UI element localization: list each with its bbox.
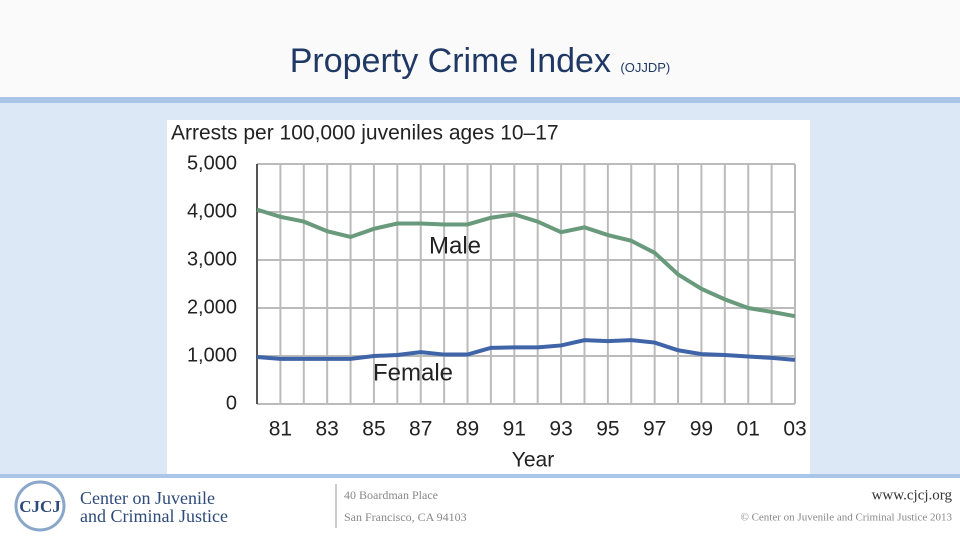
logo-ring [14, 480, 66, 532]
header: Property Crime Index (OJJDP) [0, 0, 960, 97]
series-label: Female [373, 359, 453, 386]
line [256, 338, 796, 362]
y-tick-label: 1,000 [187, 344, 237, 366]
x-tick-label: 93 [549, 418, 572, 441]
x-tick-label: 83 [315, 418, 338, 441]
website: www.cjcj.org [872, 487, 953, 503]
y-tick-label: 5,000 [187, 152, 237, 174]
org-name: Center on Juvenile [80, 488, 215, 508]
divider [0, 474, 960, 478]
series-label: Male [429, 232, 481, 259]
x-tick-label: 03 [783, 418, 806, 441]
x-tick-label: 91 [503, 418, 526, 441]
x-axis-label: Year [512, 449, 554, 472]
slide-title: Property Crime Index (OJJDP) [0, 42, 960, 81]
x-tick-label: 97 [643, 418, 666, 441]
y-tick-label: 3,000 [187, 248, 237, 270]
footer: CJCJ Center on Juvenile and Criminal Jus… [0, 478, 960, 540]
x-tick-label: 87 [409, 418, 432, 441]
y-tick-label: 2,000 [187, 296, 237, 318]
y-tick-label: 0 [226, 392, 237, 414]
copyright: © Center on Juvenile and Criminal Justic… [740, 512, 952, 524]
chart: Arrests per 100,000 juveniles ages 10–17… [167, 120, 810, 474]
x-tick-label: 99 [690, 418, 713, 441]
title-subtitle: (OJJDP) [620, 60, 671, 75]
address: San Francisco, CA 94103 [344, 510, 467, 524]
x-tick-label: 01 [737, 418, 760, 441]
x-tick-label: 81 [269, 418, 292, 441]
x-tick-label: 89 [456, 418, 479, 441]
x-tick-label: 95 [596, 418, 619, 441]
address: 40 Boardman Place [344, 488, 438, 502]
line [256, 207, 796, 319]
divider [0, 97, 960, 103]
logo-text: CJCJ [19, 497, 61, 516]
footer-graphic: CJCJ Center on Juvenile and Criminal Jus… [14, 480, 953, 532]
x-tick-label: 85 [362, 418, 385, 441]
title-text: Property Crime Index [289, 42, 611, 80]
org-name: and Criminal Justice [80, 506, 228, 526]
chart-title: Arrests per 100,000 juveniles ages 10–17 [171, 122, 559, 145]
y-tick-label: 4,000 [187, 200, 237, 222]
